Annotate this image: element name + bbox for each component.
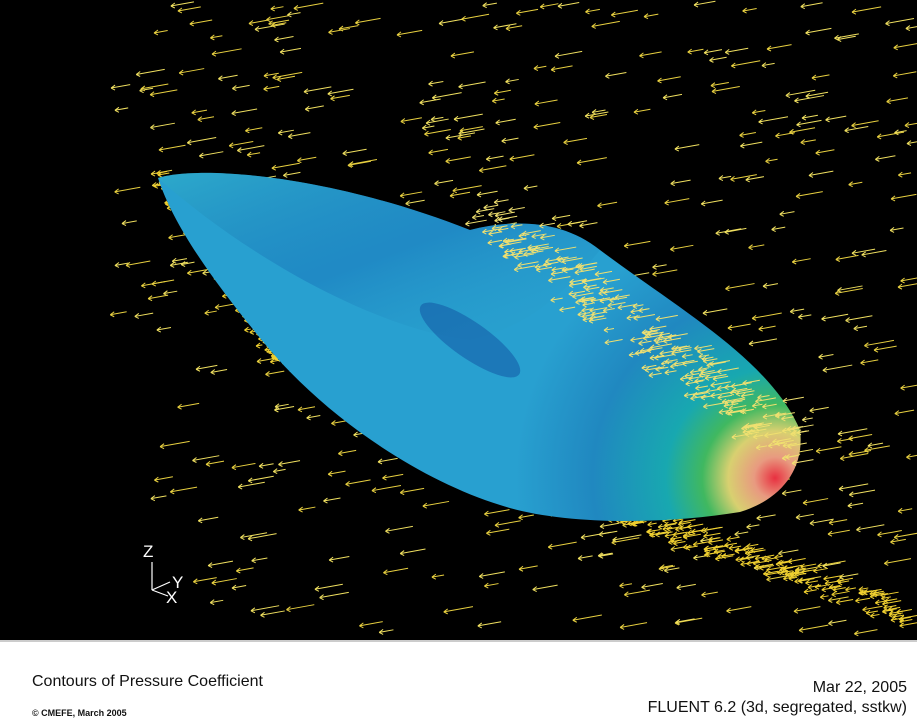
copyright: © CMEFE, March 2005 <box>32 708 127 718</box>
software-info: FLUENT 6.2 (3d, segregated, sstkw) <box>648 699 907 716</box>
date: Mar 22, 2005 <box>813 679 907 696</box>
page: Z Y X Contours of Pressure Coefficient ©… <box>0 0 917 724</box>
axis-label-z: Z <box>143 542 153 561</box>
axis-label-x: X <box>166 588 177 607</box>
screenshot: Z Y X Contours of Pressure Coefficient ©… <box>0 0 917 724</box>
caption-title: Contours of Pressure Coefficient <box>32 673 263 690</box>
